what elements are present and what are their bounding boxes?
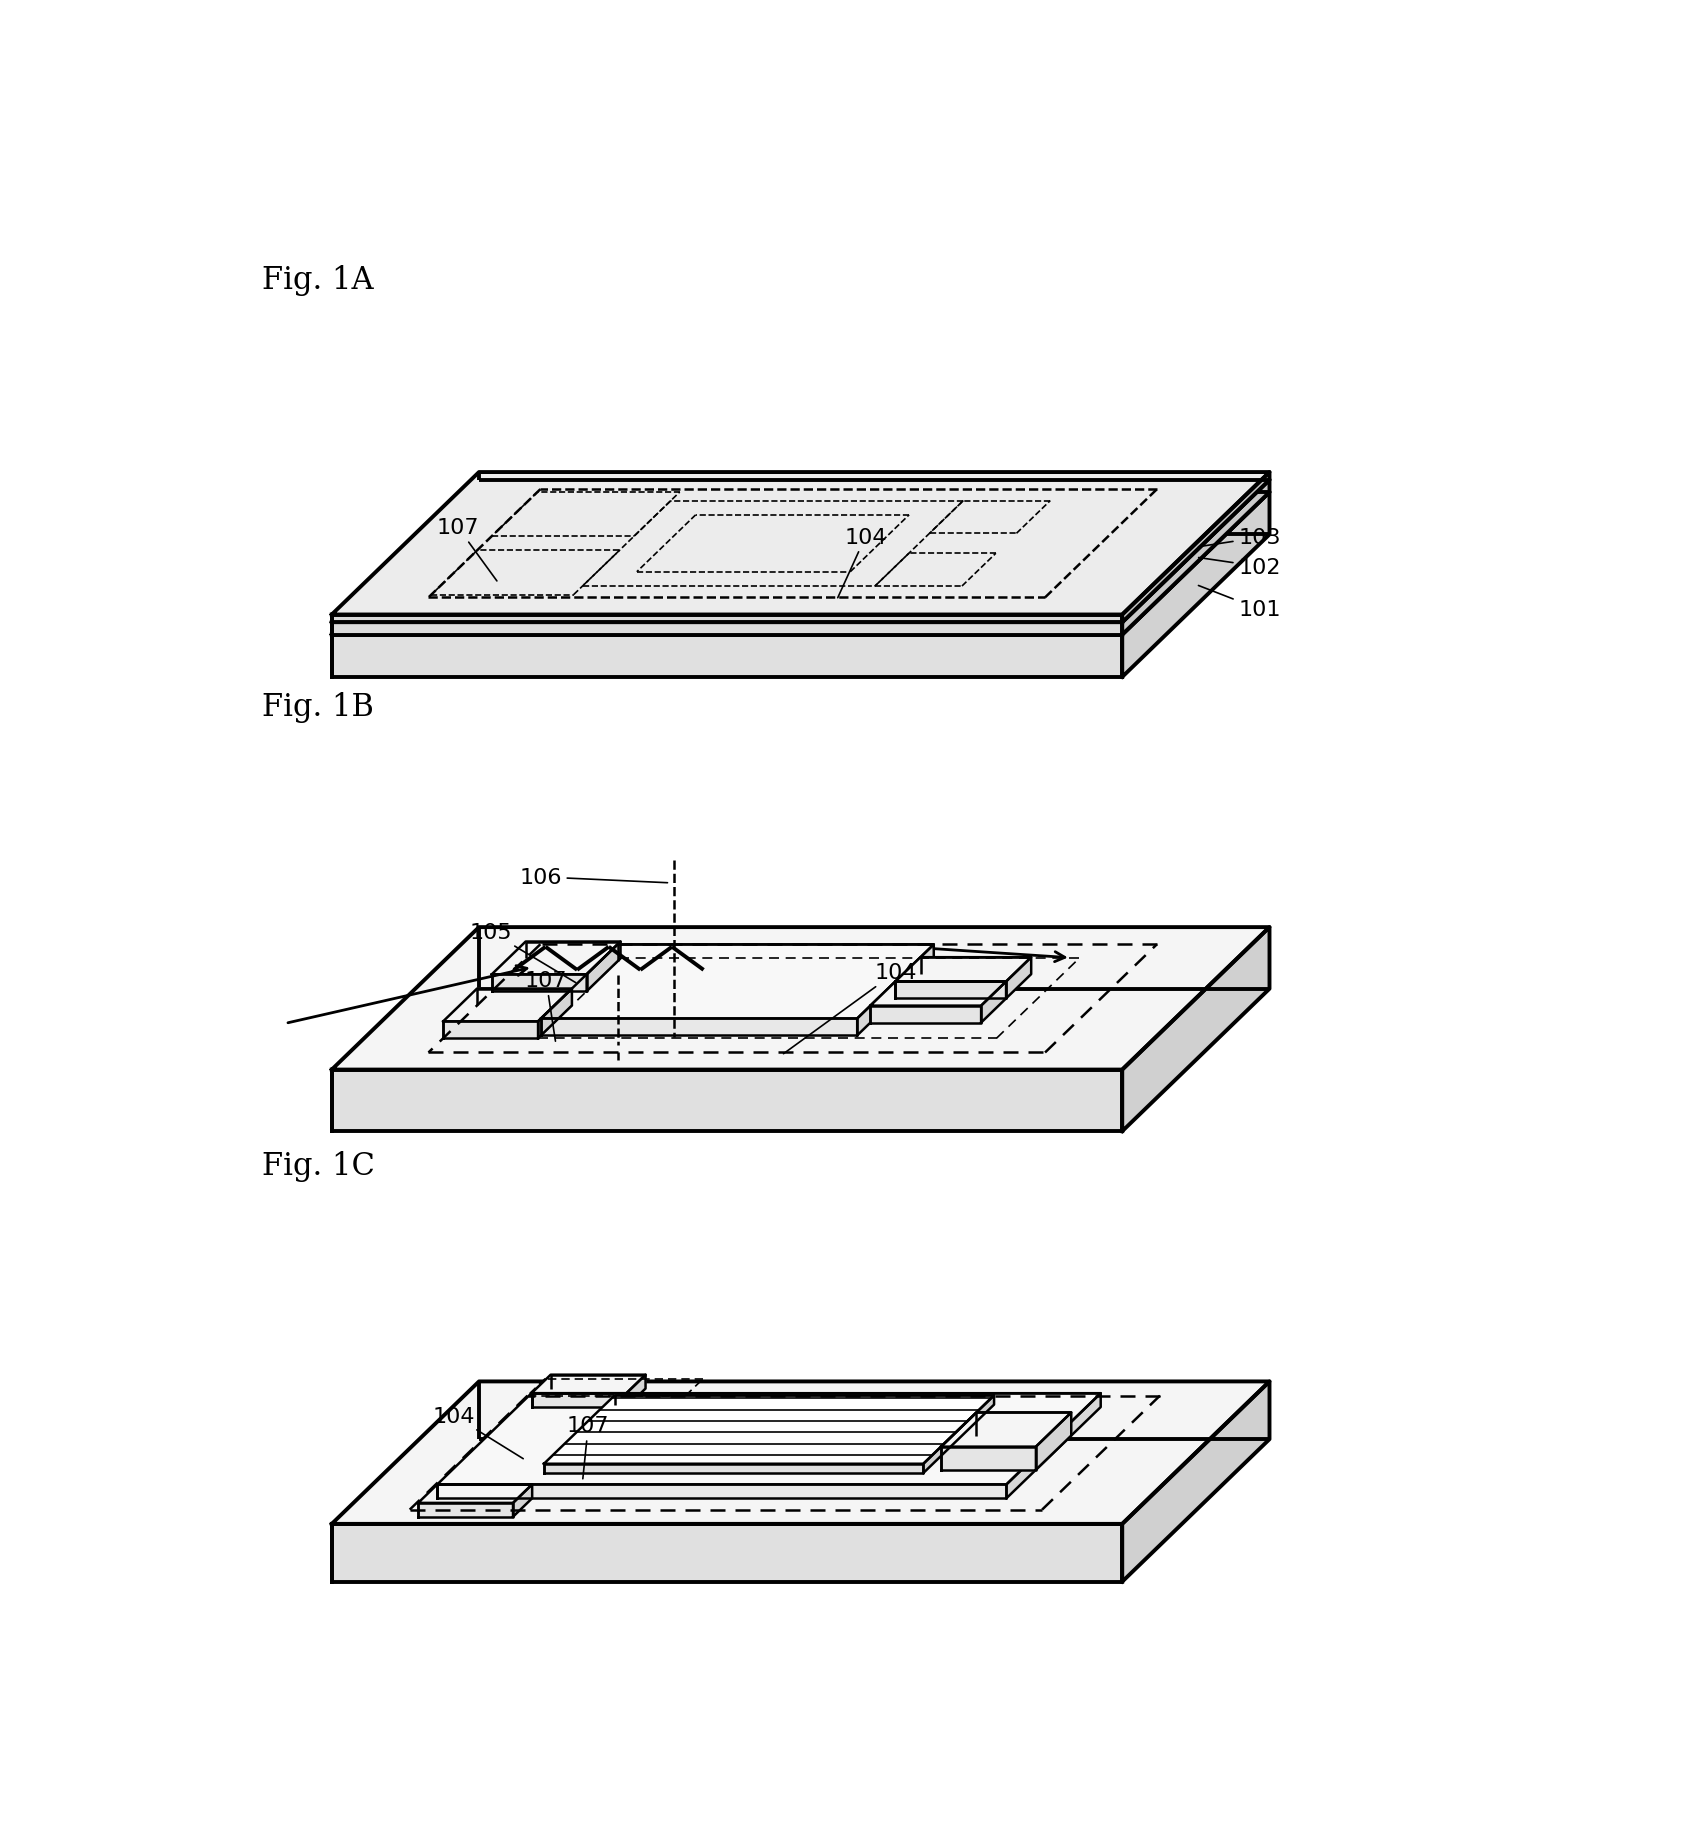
Polygon shape — [1122, 492, 1270, 677]
Polygon shape — [1036, 1413, 1072, 1469]
Polygon shape — [1122, 481, 1270, 635]
Text: 102: 102 — [1199, 556, 1282, 576]
Polygon shape — [896, 983, 1006, 999]
Polygon shape — [444, 1021, 538, 1039]
Polygon shape — [941, 1448, 1036, 1469]
Polygon shape — [513, 1484, 532, 1517]
Polygon shape — [444, 988, 572, 1021]
Polygon shape — [332, 615, 1122, 622]
Polygon shape — [543, 1396, 994, 1464]
Polygon shape — [418, 1502, 513, 1517]
Polygon shape — [332, 622, 1122, 635]
Polygon shape — [332, 492, 1270, 635]
Polygon shape — [857, 944, 935, 1036]
Text: 104: 104 — [784, 963, 916, 1054]
Text: 104: 104 — [838, 527, 887, 598]
Text: 105: 105 — [469, 922, 576, 983]
Polygon shape — [532, 1374, 645, 1393]
Polygon shape — [332, 481, 1270, 622]
Polygon shape — [626, 1374, 645, 1407]
Text: 107: 107 — [437, 518, 498, 582]
Polygon shape — [418, 1484, 532, 1502]
Polygon shape — [332, 635, 1122, 677]
Polygon shape — [491, 942, 621, 975]
Text: Fig. 1A: Fig. 1A — [262, 265, 374, 296]
Text: 107: 107 — [525, 970, 567, 1041]
Polygon shape — [332, 1524, 1122, 1581]
Polygon shape — [982, 983, 1006, 1023]
Polygon shape — [587, 942, 621, 992]
Polygon shape — [870, 1007, 982, 1023]
Polygon shape — [543, 1464, 923, 1473]
Polygon shape — [1006, 957, 1031, 999]
Polygon shape — [538, 988, 572, 1039]
Text: Fig. 1C: Fig. 1C — [262, 1149, 374, 1180]
Polygon shape — [542, 944, 935, 1019]
Polygon shape — [332, 1382, 1270, 1524]
Polygon shape — [542, 1019, 857, 1036]
Polygon shape — [923, 1396, 994, 1473]
Text: 104: 104 — [433, 1405, 523, 1459]
Polygon shape — [437, 1393, 1100, 1484]
Text: 101: 101 — [1199, 586, 1282, 620]
Polygon shape — [1122, 1382, 1270, 1581]
Polygon shape — [941, 1413, 1072, 1448]
Polygon shape — [532, 1393, 626, 1407]
Polygon shape — [437, 1484, 1006, 1499]
Polygon shape — [870, 983, 1006, 1006]
Polygon shape — [332, 1071, 1122, 1131]
Text: 107: 107 — [567, 1416, 609, 1479]
Polygon shape — [1122, 472, 1270, 622]
Polygon shape — [332, 472, 1270, 615]
Polygon shape — [491, 975, 587, 992]
Text: Fig. 1B: Fig. 1B — [262, 692, 374, 723]
Polygon shape — [1006, 1393, 1100, 1499]
Text: 106: 106 — [520, 867, 667, 888]
Text: 103: 103 — [1199, 529, 1282, 547]
Polygon shape — [1122, 928, 1270, 1131]
Polygon shape — [332, 928, 1270, 1071]
Polygon shape — [896, 957, 1031, 983]
